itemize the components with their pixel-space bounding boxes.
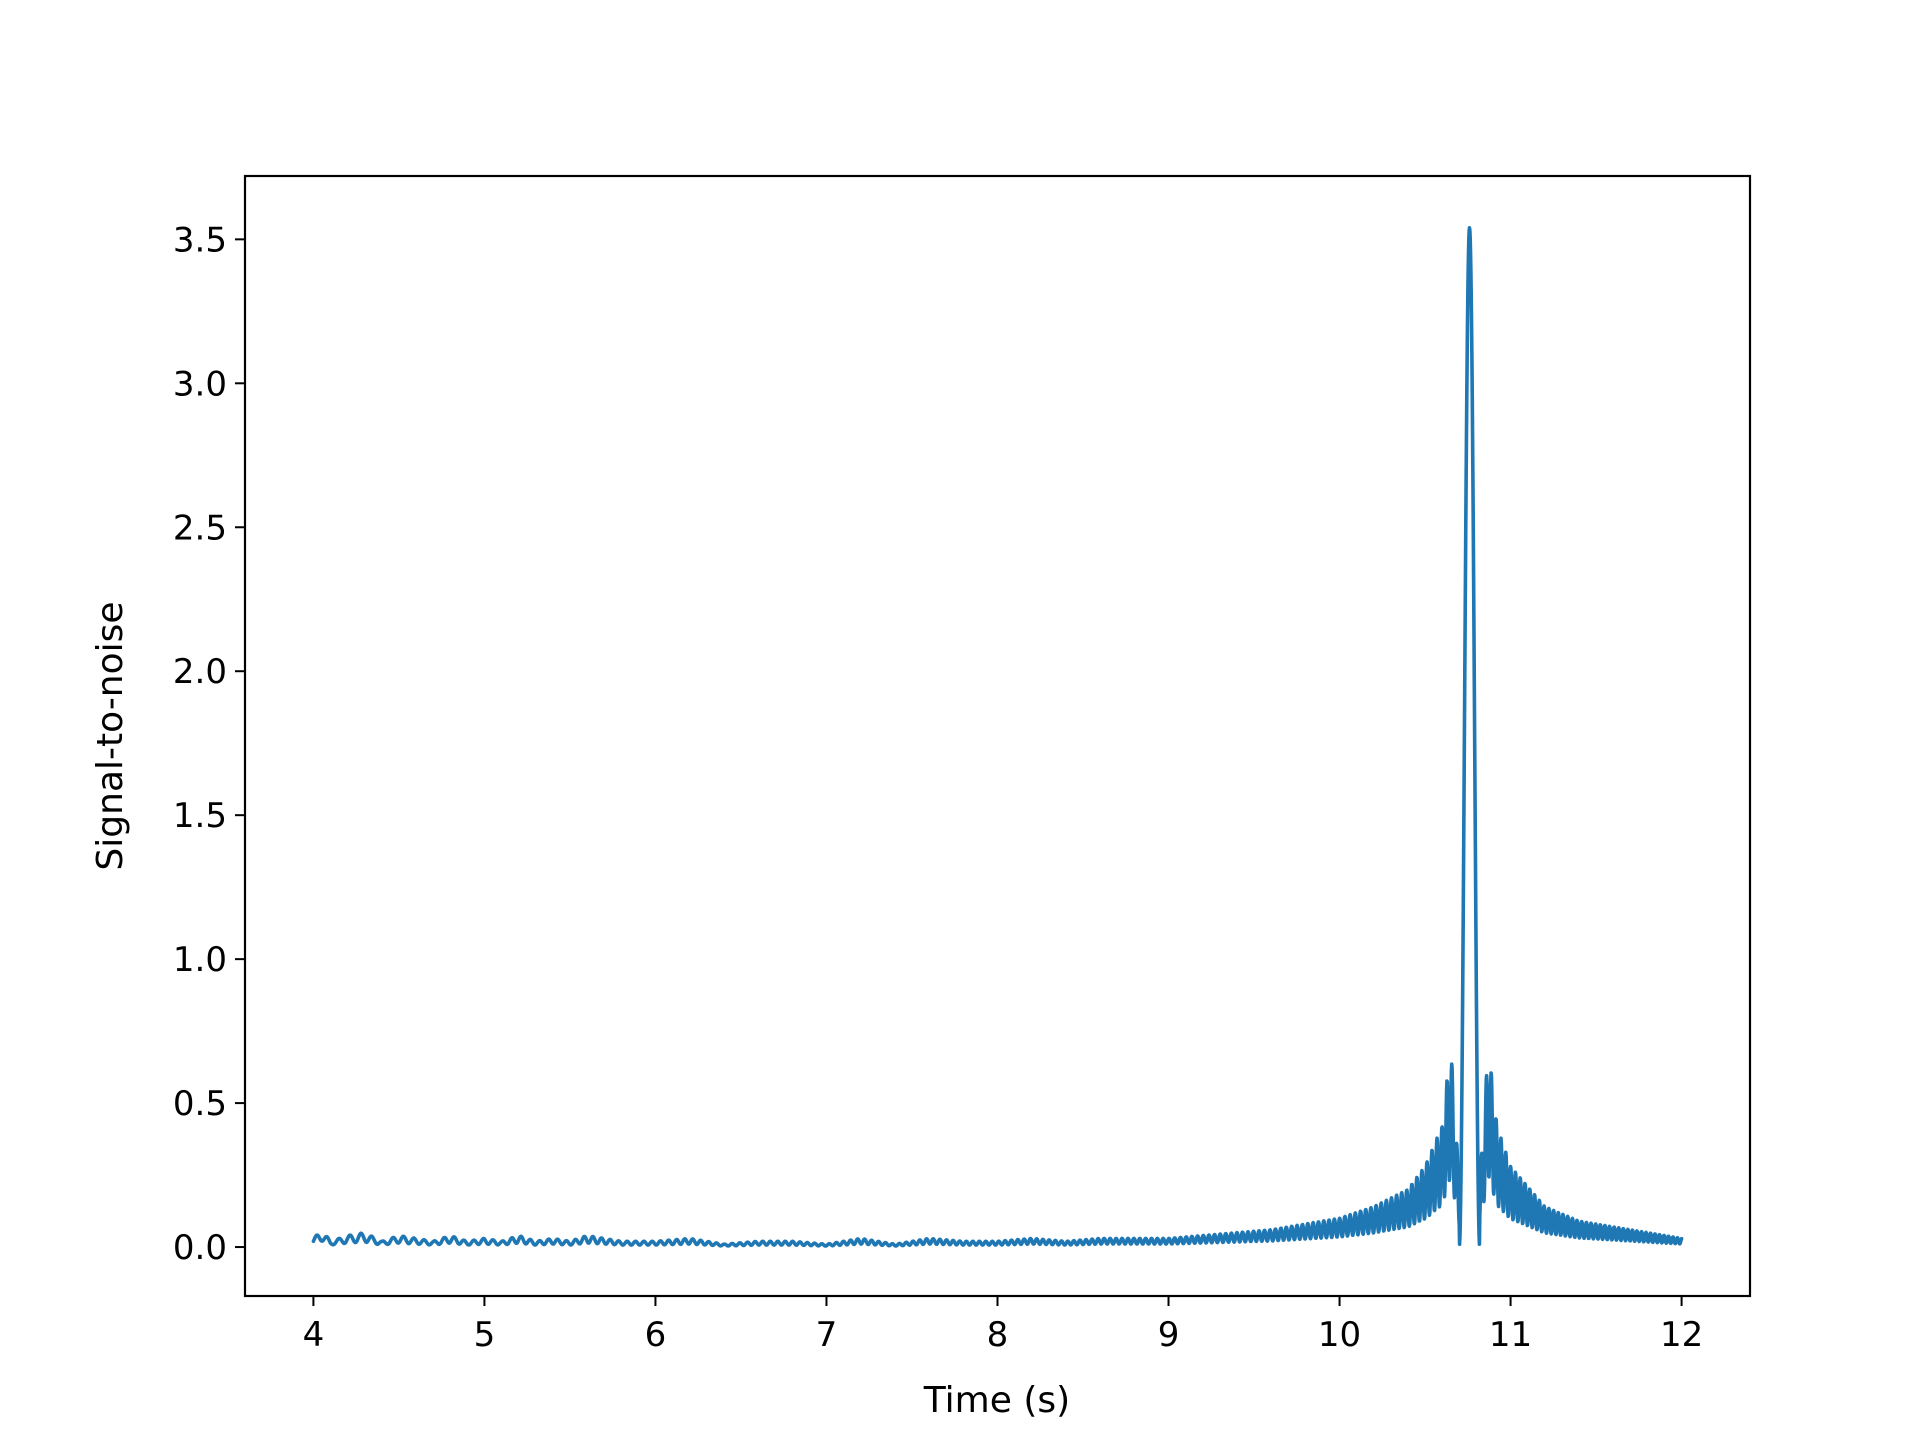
x-tick-label: 6 xyxy=(645,1315,667,1355)
x-tick-label: 7 xyxy=(816,1315,838,1355)
x-tick-label: 10 xyxy=(1318,1315,1361,1355)
y-tick-label: 3.0 xyxy=(173,364,227,404)
x-tick-label: 4 xyxy=(303,1315,325,1355)
y-tick-label: 1.5 xyxy=(173,796,227,836)
axis-ticks: 4 5 6 7 8 9 10 11 12 0.0 0.5 1.0 1.5 2.0 2.5 3.0 3.5 xyxy=(173,220,1703,1355)
y-tick-label: 0.0 xyxy=(173,1228,227,1268)
x-axis-label: Time (s) xyxy=(923,1380,1070,1421)
y-tick-label: 2.5 xyxy=(173,508,227,548)
plot-frame xyxy=(243,174,1752,1298)
series-line xyxy=(311,226,1684,1248)
y-axis-label: Signal-to-noise xyxy=(90,601,131,870)
x-tick-label: 9 xyxy=(1158,1315,1180,1355)
x-tick-label: 12 xyxy=(1660,1315,1703,1355)
x-tick-label: 8 xyxy=(987,1315,1009,1355)
x-tick-label: 5 xyxy=(474,1315,496,1355)
y-tick-label: 3.5 xyxy=(173,220,227,260)
y-tick-label: 0.5 xyxy=(173,1084,227,1124)
y-tick-label: 2.0 xyxy=(173,652,227,692)
x-tick-label: 11 xyxy=(1489,1315,1532,1355)
y-tick-label: 1.0 xyxy=(173,940,227,980)
